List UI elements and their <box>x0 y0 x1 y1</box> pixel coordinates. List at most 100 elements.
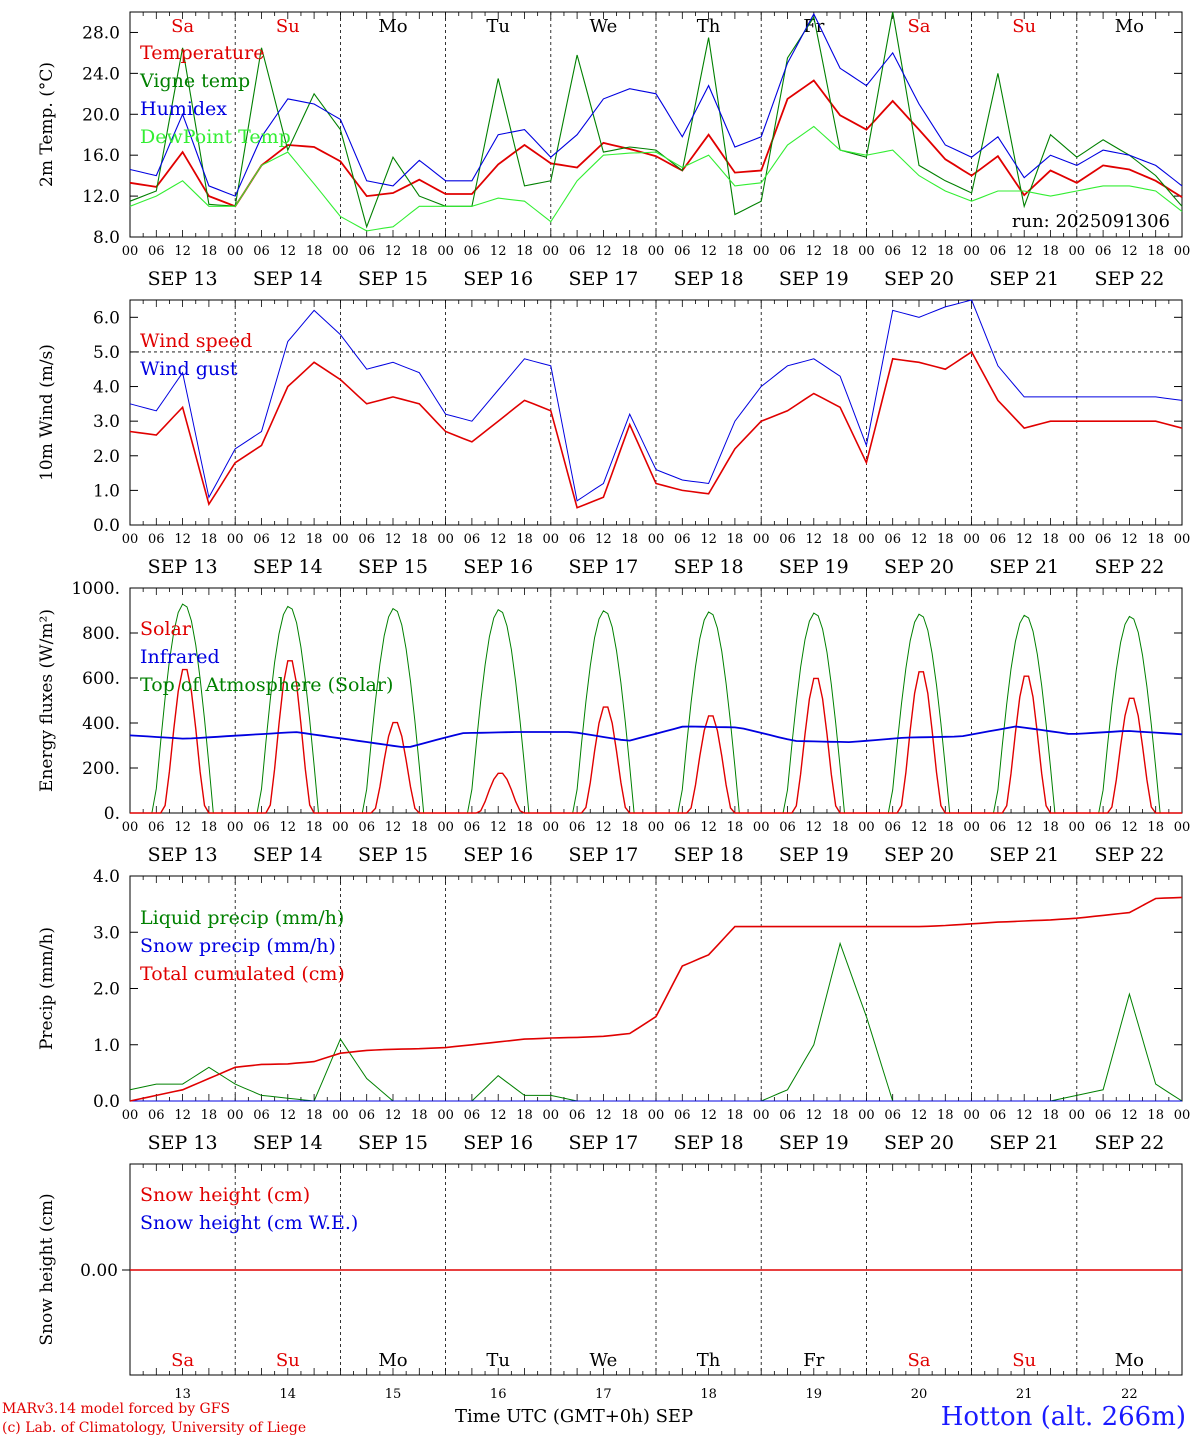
weekday-label: Mo <box>1115 1350 1144 1371</box>
hour-tick-label: 12 <box>911 1108 928 1123</box>
hour-tick-label: 06 <box>358 1108 375 1123</box>
hour-tick-label: 00 <box>1174 820 1191 835</box>
hour-tick-label: 06 <box>990 244 1007 259</box>
y-tick-label: 0. <box>104 804 120 824</box>
hour-tick-label: 06 <box>569 244 586 259</box>
y-tick-label: 5.0 <box>93 343 120 363</box>
y-tick-label: 400. <box>82 714 120 734</box>
y-tick-label: 0.00 <box>80 1261 118 1281</box>
y-tick-label: 0.0 <box>93 1092 120 1112</box>
y-tick-label: 12.0 <box>82 187 120 207</box>
weekday-label: Su <box>1012 16 1036 37</box>
hour-tick-label: 06 <box>358 820 375 835</box>
day-label: SEP 17 <box>568 844 638 866</box>
hour-tick-label: 12 <box>806 820 823 835</box>
hour-tick-label: 12 <box>174 244 191 259</box>
y-tick-label: 6.0 <box>93 308 120 328</box>
day-label: SEP 16 <box>463 844 533 866</box>
hour-tick-label: 18 <box>621 532 638 547</box>
hour-tick-label: 00 <box>1069 532 1086 547</box>
weekday-label: Su <box>276 16 300 37</box>
hour-tick-label: 18 <box>621 820 638 835</box>
day-label: SEP 21 <box>989 556 1059 578</box>
hour-tick-label: 00 <box>332 532 349 547</box>
hour-tick-label: 12 <box>700 532 717 547</box>
day-number-label: 15 <box>385 1387 402 1402</box>
weekday-label: Fr <box>803 1350 824 1371</box>
day-label: SEP 15 <box>358 1132 428 1154</box>
hour-tick-label: 18 <box>727 244 744 259</box>
y-tick-label: 1.0 <box>93 1036 120 1056</box>
legend-entry: Total cumulated (cm) <box>140 963 345 985</box>
hour-tick-label: 12 <box>280 532 297 547</box>
hour-tick-label: 00 <box>437 532 454 547</box>
hour-tick-label: 18 <box>306 244 323 259</box>
hour-tick-label: 00 <box>227 532 244 547</box>
hour-tick-label: 18 <box>937 820 954 835</box>
hour-tick-label: 18 <box>306 820 323 835</box>
hour-tick-label: 18 <box>201 532 218 547</box>
hour-tick-label: 12 <box>1121 244 1138 259</box>
hour-tick-label: 18 <box>832 532 849 547</box>
hour-tick-label: 00 <box>543 1108 560 1123</box>
day-label: SEP 15 <box>358 844 428 866</box>
hour-tick-label: 18 <box>516 532 533 547</box>
hour-tick-label: 12 <box>595 1108 612 1123</box>
hour-tick-label: 18 <box>621 1108 638 1123</box>
hour-tick-label: 06 <box>990 1108 1007 1123</box>
day-number-label: 14 <box>280 1387 297 1402</box>
day-label: SEP 13 <box>148 268 218 290</box>
day-label: SEP 13 <box>148 844 218 866</box>
day-label: SEP 18 <box>674 556 744 578</box>
legend-entry: Vigne temp <box>139 70 250 92</box>
y-axis-label: Precip (mm/h) <box>37 927 57 1050</box>
day-label: SEP 16 <box>463 268 533 290</box>
day-label: SEP 22 <box>1094 556 1164 578</box>
series-line-1 <box>129 299 1183 502</box>
hour-tick-label: 00 <box>1069 244 1086 259</box>
weekday-label: Th <box>697 1350 721 1371</box>
legend-entry: Snow height (cm) <box>140 1184 310 1206</box>
hour-tick-label: 06 <box>569 1108 586 1123</box>
hour-tick-label: 12 <box>1121 820 1138 835</box>
hour-tick-label: 06 <box>674 1108 691 1123</box>
hour-tick-label: 06 <box>569 820 586 835</box>
plot-frame <box>129 11 1183 238</box>
station-name: Hotton (alt. 266m) <box>940 1402 1186 1432</box>
y-tick-label: 8.0 <box>93 228 120 248</box>
hour-tick-label: 12 <box>174 532 191 547</box>
hour-tick-label: 12 <box>911 532 928 547</box>
hour-tick-label: 12 <box>280 1108 297 1123</box>
hour-tick-label: 12 <box>700 244 717 259</box>
hour-tick-label: 12 <box>490 244 507 259</box>
hour-tick-label: 06 <box>358 532 375 547</box>
day-label: SEP 14 <box>253 268 323 290</box>
weekday-label: Mo <box>378 1350 407 1371</box>
y-tick-label: 28.0 <box>82 23 120 43</box>
weekday-label: Tu <box>486 16 510 37</box>
weekday-label: We <box>590 16 618 37</box>
legend-entry: Snow height (cm W.E.) <box>140 1212 358 1234</box>
hour-tick-label: 06 <box>358 244 375 259</box>
day-number-label: 18 <box>700 1387 717 1402</box>
hour-tick-label: 06 <box>464 820 481 835</box>
hour-tick-label: 12 <box>700 820 717 835</box>
series-line-infrared <box>129 725 1183 748</box>
hour-tick-label: 00 <box>963 532 980 547</box>
hour-tick-label: 12 <box>1016 532 1033 547</box>
hour-tick-label: 00 <box>122 244 139 259</box>
day-label: SEP 15 <box>358 268 428 290</box>
series-line-2 <box>129 12 1183 197</box>
hour-tick-label: 18 <box>937 244 954 259</box>
hour-tick-label: 00 <box>858 532 875 547</box>
weekday-label: Th <box>697 16 721 37</box>
hour-tick-label: 12 <box>595 820 612 835</box>
day-number-label: 19 <box>806 1387 823 1402</box>
y-tick-label: 4.0 <box>93 378 120 398</box>
hour-tick-label: 00 <box>648 1108 665 1123</box>
day-label: SEP 22 <box>1094 844 1164 866</box>
series-line-3 <box>129 125 1183 232</box>
legend-entry: Liquid precip (mm/h) <box>140 907 344 929</box>
hour-tick-label: 18 <box>1042 532 1059 547</box>
hour-tick-label: 18 <box>1042 244 1059 259</box>
